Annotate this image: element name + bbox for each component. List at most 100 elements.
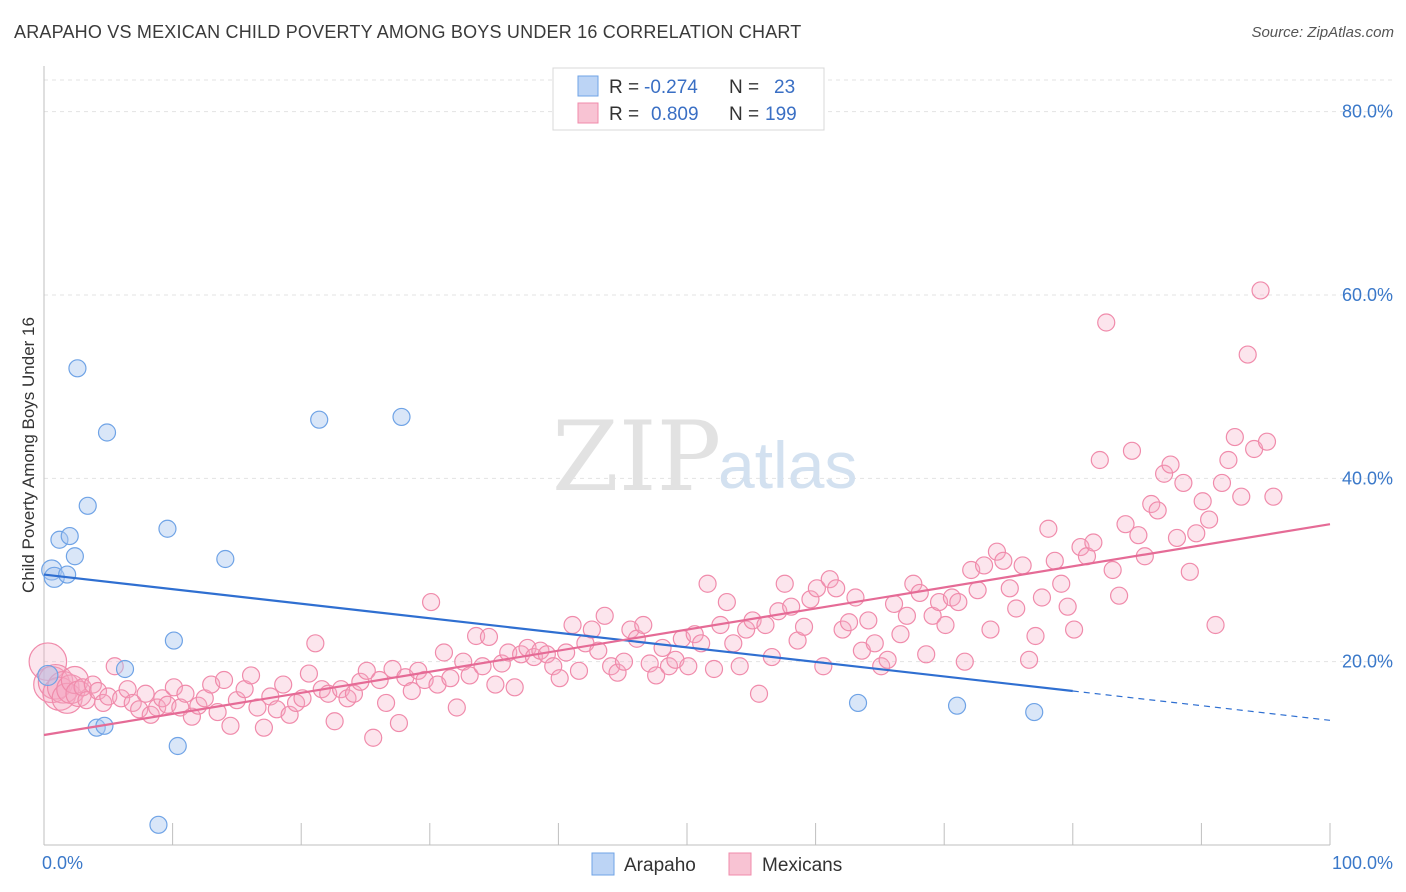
mexicans-point (473, 657, 492, 676)
mexicans-point (1264, 487, 1283, 506)
mexicans-point (827, 579, 846, 598)
mexicans-point (1045, 551, 1064, 570)
mexicans-point (807, 579, 826, 598)
mexicans-point (994, 551, 1013, 570)
legend-r-value: -0.274 (644, 77, 698, 98)
arapaho-point (37, 664, 59, 687)
mexicans-point (698, 574, 717, 593)
arapaho-trend-line (43, 573, 1073, 693)
mexicans-point (1225, 427, 1244, 447)
arapaho-point (50, 530, 69, 549)
arapaho-point (848, 693, 868, 713)
mexicans-point (112, 689, 131, 708)
mexicans-point (1103, 560, 1122, 580)
mexicans-point (589, 641, 608, 660)
mexicans-point (136, 684, 155, 703)
chart-title: ARAPAHO VS MEXICAN CHILD POVERTY AMONG B… (14, 22, 802, 42)
bottom-legend: Arapaho Mexicans (591, 852, 842, 876)
mexicans-trend-line (43, 523, 1331, 737)
arapaho-point (60, 526, 79, 546)
mexicans-point (357, 661, 376, 680)
mexicans-point (1026, 626, 1045, 646)
arapaho-point (68, 359, 87, 378)
mexicans-point (839, 613, 859, 632)
bottom-legend-swatch-arapaho (591, 852, 615, 876)
mexicans-point (1219, 450, 1238, 470)
watermark-zip: ZIP (552, 401, 721, 513)
mexicans-point (679, 657, 698, 676)
mexicans-point (299, 664, 319, 683)
mexicans-point (1251, 281, 1270, 300)
mexicans-point (389, 713, 409, 733)
mexicans-point (1238, 345, 1257, 364)
mexicans-point (717, 592, 736, 612)
mexicans-point (775, 574, 794, 593)
mexicans-point (730, 657, 749, 676)
source-label: Source: ZipAtlas.com (1251, 24, 1394, 41)
mexicans-point (1007, 599, 1026, 618)
mexicans-point (614, 652, 634, 671)
mexicans-point (254, 718, 274, 737)
mexicans-point (1019, 650, 1039, 669)
arapaho-point (158, 519, 177, 538)
mexicans-point (1200, 510, 1219, 529)
mexicans-point (402, 681, 421, 701)
data-points (28, 281, 1283, 834)
legend-n-value: 199 (765, 104, 797, 125)
mexicans-point (582, 620, 601, 639)
mexicans-point (891, 625, 910, 644)
mexicans-point (176, 684, 195, 703)
mexicans-point (749, 684, 769, 703)
mexicans-point (987, 542, 1007, 561)
mexicans-point (653, 638, 672, 658)
arapaho-point (97, 423, 117, 442)
mexicans-point (878, 650, 897, 669)
mexicans-point (325, 712, 344, 731)
mexicans-point (563, 615, 582, 635)
mexicans-point (241, 666, 261, 685)
legend-n-value: 23 (774, 77, 795, 98)
y-tick-label: 40.0% (1342, 468, 1393, 488)
mexicans-point (1193, 492, 1212, 511)
x-tick-labels: 0.0% 100.0% (42, 853, 1393, 873)
y-tick-labels: 20.0% 40.0% 60.0% 80.0% (1342, 102, 1393, 672)
arapaho-point (947, 696, 967, 715)
mexicans-point (1167, 528, 1187, 548)
mexicans-point (105, 657, 124, 676)
mexicans-point (936, 615, 955, 635)
mexicans-point (376, 693, 396, 713)
y-tick-label: 20.0% (1342, 652, 1393, 672)
mexicans-point (794, 617, 814, 636)
watermark-atlas: atlas (718, 428, 857, 502)
mexicans-point (1161, 455, 1180, 474)
axes (43, 66, 1331, 846)
mexicans-point (118, 680, 137, 699)
mexicans-point (1148, 501, 1167, 520)
legend-swatch-arapaho (577, 75, 599, 97)
mexicans-point (164, 678, 183, 697)
mexicans-point (1174, 473, 1193, 493)
arapaho-point (310, 410, 329, 429)
mexicans-point (214, 670, 234, 690)
mexicans-point (1257, 432, 1277, 451)
mexicans-point (737, 620, 756, 639)
mexicans-point (724, 634, 743, 653)
mexicans-point (466, 626, 486, 646)
arapaho-point (392, 407, 411, 427)
bottom-legend-mexicans: Mexicans (762, 855, 842, 876)
mexicans-point (1039, 519, 1058, 538)
mexicans-point (1013, 556, 1032, 575)
x-tick-label: 0.0% (42, 853, 83, 873)
x-tick-label: 100.0% (1332, 853, 1393, 873)
y-tick-label: 80.0% (1342, 102, 1393, 122)
mexicans-point (550, 669, 569, 688)
mexicans-point (1187, 524, 1206, 543)
mexicans-point (88, 681, 108, 701)
y-axis-label: Child Poverty Among Boys Under 16 (19, 317, 38, 593)
arapaho-point (1025, 702, 1044, 722)
mexicans-point (1109, 586, 1129, 605)
mexicans-point (569, 661, 589, 680)
trend-lines (43, 523, 1331, 737)
mexicans-point (704, 659, 724, 679)
mexicans-point (505, 678, 524, 697)
